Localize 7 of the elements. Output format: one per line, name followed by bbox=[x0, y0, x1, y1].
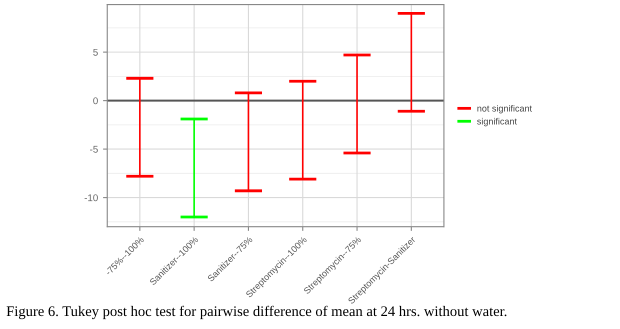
y-tick-label: 0 bbox=[93, 97, 98, 104]
legend-label: not significant bbox=[477, 104, 532, 114]
y-tick-label: -10 bbox=[84, 194, 98, 202]
legend-label: significant bbox=[477, 118, 517, 126]
y-tick-label: -5 bbox=[90, 146, 98, 153]
y-tick-label: 5 bbox=[93, 48, 98, 56]
caption: Figure 6. Tukey post hoc test for pairwise difference of mean at 24 hrs. without water. bbox=[6, 306, 506, 320]
